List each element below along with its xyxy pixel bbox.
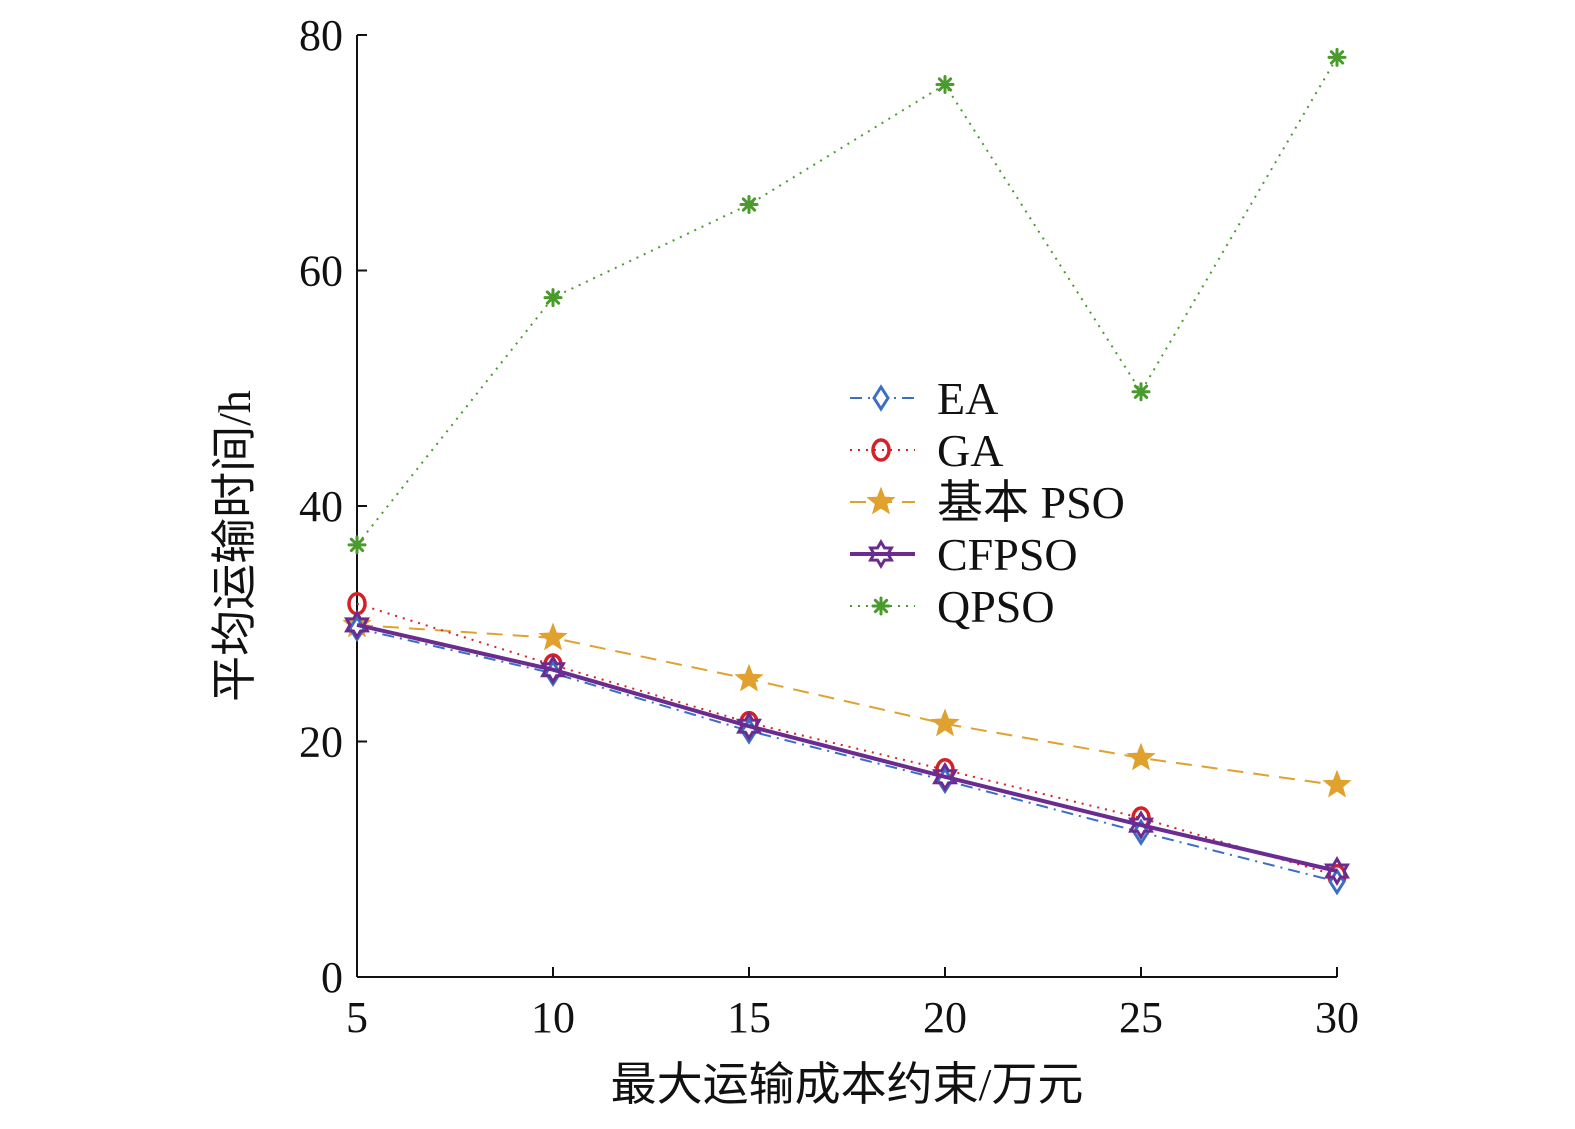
data-point-qpso (1131, 382, 1151, 402)
series-line-qpso (356, 56, 1338, 546)
data-point-qpso (347, 535, 367, 555)
data-point-cfpso (344, 609, 370, 640)
data-point-基本-pso (1126, 742, 1156, 771)
y-tick-label: 0 (321, 953, 343, 1002)
legend-marker-ea (872, 384, 890, 412)
series-line-cfpso (356, 622, 1338, 873)
legend-label-qpso: QPSO (937, 581, 1055, 632)
y-tick-label: 20 (299, 718, 343, 767)
x-tick-label: 25 (1119, 993, 1163, 1042)
x-tick-label: 20 (923, 993, 967, 1042)
x-axis-label: 最大运输成本约束/万元 (611, 1059, 1084, 1110)
y-tick-label: 40 (299, 482, 343, 531)
series-ga (347, 591, 1347, 888)
x-tick-label: 30 (1315, 993, 1359, 1042)
data-point-qpso (935, 74, 955, 94)
legend-label-cfpso: CFPSO (937, 529, 1078, 580)
data-point-基本-pso (930, 708, 960, 737)
series-基本-pso (342, 609, 1352, 798)
data-point-cfpso (1324, 856, 1350, 886)
data-point-基本-pso (1322, 769, 1352, 798)
data-point-cfpso (736, 711, 762, 742)
series-line-ea (356, 627, 1338, 883)
x-tick-label: 10 (531, 993, 575, 1042)
data-point-基本-pso (538, 622, 568, 651)
legend-item-基本-pso: 基本 PSO (850, 477, 1125, 528)
plot-series (342, 47, 1352, 896)
data-point-qpso (543, 288, 563, 308)
series-cfpso (344, 609, 1350, 886)
series-qpso (347, 47, 1347, 555)
legend-marker-ga (871, 438, 891, 462)
legend-label-ea: EA (937, 373, 998, 424)
legend-label-基本-pso: 基本 PSO (937, 477, 1125, 528)
y-axis-label: 平均运输时间/h (209, 390, 260, 702)
data-point-cfpso (1128, 810, 1154, 841)
x-tick-label: 5 (346, 993, 368, 1042)
series-line-基本-pso (356, 623, 1338, 787)
legend-label-ga: GA (937, 425, 1003, 476)
y-tick-label: 80 (299, 11, 343, 60)
data-point-qpso (1327, 47, 1347, 67)
legend-marker-基本-pso (866, 486, 896, 515)
data-point-cfpso (540, 654, 566, 685)
data-point-qpso (739, 195, 759, 215)
legend-item-cfpso: CFPSO (850, 529, 1078, 580)
legend-marker-cfpso (868, 539, 894, 569)
axes: 5 10 15 20 25 30 0 20 40 60 80 最大运输成本约束/万元 平均运输时间/h (209, 11, 1359, 1110)
legend-item-qpso: QPSO (850, 581, 1055, 632)
legend-marker-qpso (871, 596, 891, 616)
x-tick-label: 15 (727, 993, 771, 1042)
legend-item-ea: EA (850, 373, 998, 424)
y-tick-label: 60 (299, 247, 343, 296)
data-point-基本-pso (734, 663, 764, 692)
legend-item-ga: GA (850, 425, 1003, 476)
data-point-cfpso (932, 761, 958, 792)
